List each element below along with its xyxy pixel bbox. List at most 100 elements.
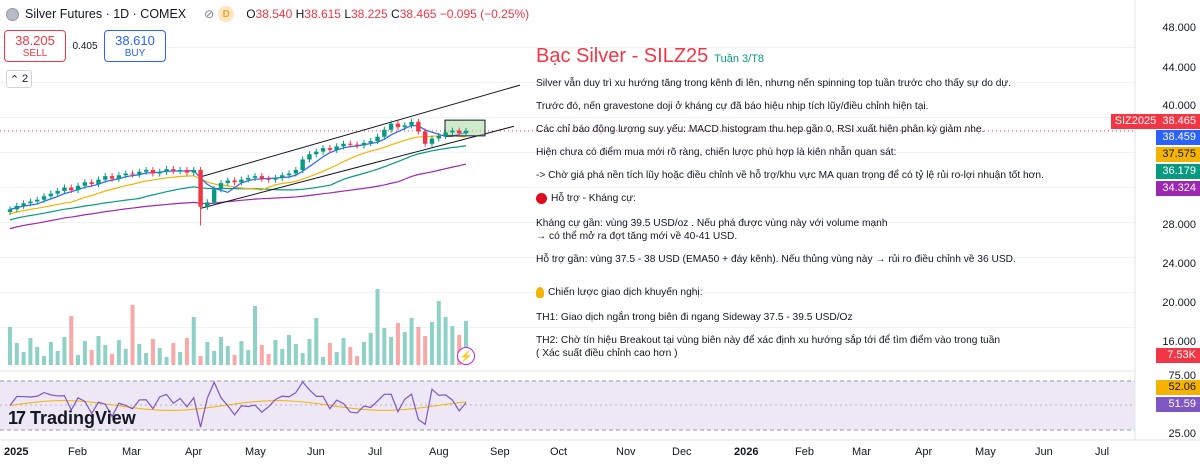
strategy-th2: TH2: Chờ tín hiệu Breakout tại vùng biên… bbox=[536, 335, 1001, 346]
candle-body bbox=[463, 130, 469, 134]
candle-body bbox=[273, 177, 278, 180]
buy-button[interactable]: 38.610 BUY bbox=[104, 30, 166, 62]
price-tick: 48.000 bbox=[1162, 22, 1196, 34]
price-tick: 24.000 bbox=[1162, 258, 1196, 270]
volume-bar bbox=[69, 316, 74, 365]
eye-off-icon[interactable]: ⊘ bbox=[204, 7, 215, 21]
trade-panel: 38.205 SELL 0.405 38.610 BUY bbox=[4, 30, 166, 62]
candle-body bbox=[218, 183, 224, 190]
collapse-indicators-button[interactable]: ⌃ 2 bbox=[6, 70, 32, 88]
candle-body bbox=[211, 189, 217, 203]
rsi-line bbox=[9, 380, 467, 428]
strategy-heading: Chiến lược giao dịch khuyến nghị: bbox=[536, 286, 1136, 299]
volume-bar bbox=[150, 339, 155, 365]
volume-bar bbox=[327, 343, 332, 365]
symbol-icon bbox=[6, 7, 19, 21]
volume-bar bbox=[361, 342, 366, 365]
ma-line bbox=[9, 124, 467, 210]
volume-bar bbox=[334, 352, 339, 365]
candle-body bbox=[286, 173, 292, 176]
volume-bar bbox=[266, 354, 271, 365]
rsi-tick: 25.00 bbox=[1168, 428, 1196, 440]
ma-line bbox=[9, 134, 467, 215]
rsi-badge: 51.59 bbox=[1156, 397, 1200, 412]
volume-bar bbox=[205, 342, 210, 365]
price-tick: 44.000 bbox=[1162, 62, 1196, 74]
tradingview-mark-icon: 17 bbox=[8, 408, 26, 428]
candle-body bbox=[48, 193, 54, 197]
volume-bar bbox=[259, 345, 264, 365]
time-tick: Mar bbox=[122, 446, 141, 458]
time-tick: Jul bbox=[1095, 446, 1110, 458]
candle-body bbox=[232, 180, 237, 183]
volume-bar bbox=[42, 356, 47, 365]
candle-body bbox=[191, 170, 196, 173]
candle-body bbox=[402, 125, 407, 128]
lightning-icon[interactable]: ⚡ bbox=[457, 347, 475, 365]
candle-body bbox=[184, 170, 190, 173]
volume-bar bbox=[253, 306, 258, 365]
strategy-th2-note: ( Xác suất điều chỉnh cao hơn ) bbox=[536, 348, 678, 359]
volume-bar bbox=[321, 357, 326, 365]
volume-bar bbox=[96, 336, 101, 365]
volume-bar bbox=[28, 338, 33, 365]
volume-bar bbox=[76, 355, 81, 365]
candle-body bbox=[123, 173, 128, 176]
candle-body bbox=[55, 191, 60, 194]
candle-body bbox=[96, 179, 101, 184]
d-badge[interactable]: D bbox=[218, 6, 235, 22]
volume-bar bbox=[402, 332, 407, 365]
time-tick: May bbox=[245, 446, 266, 458]
sell-button[interactable]: 38.205 SELL bbox=[4, 30, 66, 62]
rsi-ma-line bbox=[9, 400, 467, 411]
lightbulb-icon bbox=[536, 287, 544, 298]
candle-body bbox=[239, 179, 244, 183]
candle-body bbox=[293, 170, 299, 174]
volume-bar bbox=[62, 337, 67, 365]
candle-body bbox=[41, 196, 47, 200]
candle-body bbox=[368, 141, 373, 143]
last-price-badge: SIZ2025 38.465 bbox=[1110, 114, 1200, 129]
volume-badge: 7.53K bbox=[1156, 348, 1200, 363]
ma-line bbox=[9, 145, 467, 221]
candle-body bbox=[314, 151, 319, 155]
rsi-ma-badge: 52.06 bbox=[1156, 380, 1200, 395]
volume-bar bbox=[14, 343, 19, 365]
candle-body bbox=[82, 182, 88, 186]
candle-body bbox=[130, 173, 135, 175]
volume-bar bbox=[110, 354, 115, 365]
volume-bar bbox=[246, 350, 251, 365]
volume-bar bbox=[355, 356, 360, 365]
price-tick: 40.000 bbox=[1162, 100, 1196, 112]
volume-bar bbox=[436, 301, 441, 365]
note-line: -> Chờ giá phá nền tích lũy hoặc điều ch… bbox=[536, 170, 1044, 181]
symbol-title[interactable]: Silver Futures · 1D · COMEX bbox=[25, 7, 187, 21]
volume-bar bbox=[89, 350, 94, 365]
time-tick: Jun bbox=[1035, 446, 1053, 458]
volume-bar bbox=[307, 339, 312, 365]
volume-bar bbox=[395, 323, 400, 365]
volume-bar bbox=[348, 347, 353, 365]
volume-bar bbox=[8, 327, 12, 365]
volume-bar bbox=[280, 349, 285, 365]
note-line: Các chỉ báo động lượng suy yếu: MACD his… bbox=[536, 124, 985, 135]
volume-bar bbox=[55, 351, 60, 365]
candle-body bbox=[300, 159, 305, 170]
time-tick: Oct bbox=[550, 446, 568, 458]
time-tick: Mar bbox=[852, 446, 871, 458]
ma-badge: 37.575 bbox=[1156, 147, 1200, 162]
volume-bar bbox=[314, 318, 319, 365]
volume-bar bbox=[423, 336, 428, 365]
volume-bar bbox=[416, 327, 421, 365]
time-tick: Feb bbox=[68, 446, 87, 458]
candle-body bbox=[116, 175, 122, 179]
ma-badge: 36.179 bbox=[1156, 164, 1200, 179]
candle-body bbox=[225, 180, 230, 184]
ma-badge: 38.459 bbox=[1156, 130, 1200, 145]
resistance-line: → có thể mở ra đợt tăng mới về 40-41 USD… bbox=[536, 231, 738, 242]
candle-body bbox=[422, 131, 428, 144]
ma-badge: 34.324 bbox=[1156, 181, 1200, 196]
support-line: Hỗ trợ gần: vùng 37.5 - 38 USD (EMA50 + … bbox=[536, 254, 1016, 265]
volume-bar bbox=[103, 345, 108, 365]
